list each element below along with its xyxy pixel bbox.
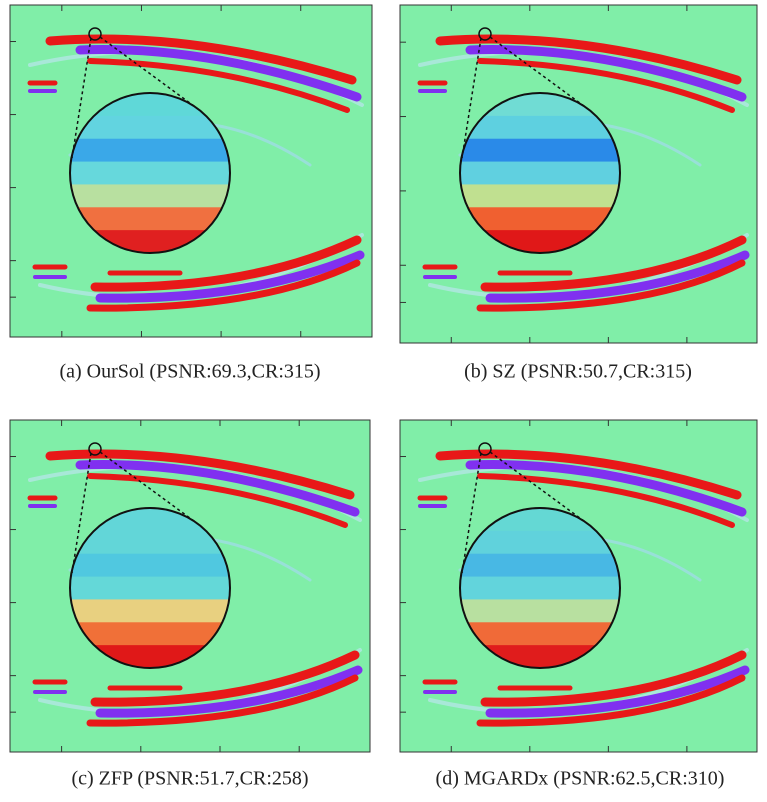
- zoom-stripe: [460, 138, 620, 163]
- wave-band: [477, 473, 735, 528]
- zoom-line: [489, 451, 589, 525]
- wave-band: [90, 235, 362, 292]
- wave-band: [435, 34, 742, 85]
- wave-band: [95, 250, 365, 303]
- wave-band: [95, 665, 363, 718]
- zoom-stripe: [70, 599, 230, 624]
- caption: (d) MGARDx (PSNR:62.5,CR:310): [436, 768, 725, 790]
- zoom-stripe: [460, 161, 620, 186]
- zoom-stripe: [460, 207, 620, 232]
- zoom-stripe: [460, 184, 620, 209]
- wave-band: [87, 473, 348, 528]
- wave-band: [465, 460, 747, 517]
- zoom-source: [88, 442, 102, 456]
- zoom-line: [461, 37, 482, 159]
- zoom-line: [461, 452, 482, 574]
- wave-band: [485, 665, 750, 718]
- wave-band: [45, 449, 355, 500]
- panel-image: [9, 4, 373, 338]
- zoom-stripe: [70, 553, 230, 578]
- zoom-overlay: [69, 27, 231, 254]
- zoom-stripe: [70, 161, 230, 186]
- caption: (c) ZFP (PSNR:51.7,CR:258): [71, 768, 308, 790]
- zoom-circle: [459, 92, 621, 254]
- zoom-source: [88, 27, 102, 41]
- wave-band: [480, 650, 747, 707]
- zoom-source: [478, 27, 492, 41]
- zoom-overlay: [459, 442, 621, 669]
- wave-band: [476, 674, 746, 727]
- zoom-stripe: [70, 184, 230, 209]
- zoom-stripe: [460, 553, 620, 578]
- zoom-stripe: [70, 530, 230, 555]
- wave-band: [465, 45, 747, 102]
- zoom-line: [71, 452, 92, 574]
- zoom-circle: [69, 507, 231, 669]
- zoom-stripe: [460, 576, 620, 601]
- zoom-content: [70, 508, 230, 668]
- wave-band: [476, 259, 746, 312]
- wave-band: [90, 650, 360, 707]
- wave-band: [480, 235, 747, 292]
- zoom-stripe: [70, 115, 230, 140]
- wave-band: [86, 259, 361, 312]
- caption: (a) OurSol (PSNR:69.3,CR:315): [59, 361, 320, 383]
- wave-band: [86, 674, 359, 727]
- zoom-line: [489, 36, 589, 110]
- zoom-circle: [459, 507, 621, 669]
- zoom-stripe: [70, 138, 230, 163]
- wave-band: [477, 58, 735, 113]
- zoom-stripe: [70, 576, 230, 601]
- zoom-stripe: [460, 622, 620, 647]
- zoom-circle: [69, 92, 231, 254]
- zoom-line: [99, 451, 199, 525]
- zoom-stripe: [70, 622, 230, 647]
- zoom-stripe: [70, 207, 230, 232]
- zoom-overlay: [459, 27, 621, 254]
- wave-band: [485, 250, 750, 303]
- wave-band: [45, 34, 357, 85]
- zoom-line: [99, 36, 199, 110]
- zoom-stripe: [460, 115, 620, 140]
- zoom-line: [71, 37, 92, 159]
- zoom-stripe: [460, 599, 620, 624]
- wave-band: [75, 460, 360, 517]
- wave-band: [435, 449, 742, 500]
- wave-band: [75, 45, 362, 102]
- zoom-stripe: [460, 530, 620, 555]
- zoom-source: [478, 442, 492, 456]
- wave-band: [87, 58, 350, 113]
- zoom-overlay: [69, 442, 231, 669]
- caption: (b) SZ (PSNR:50.7,CR:315): [464, 361, 692, 383]
